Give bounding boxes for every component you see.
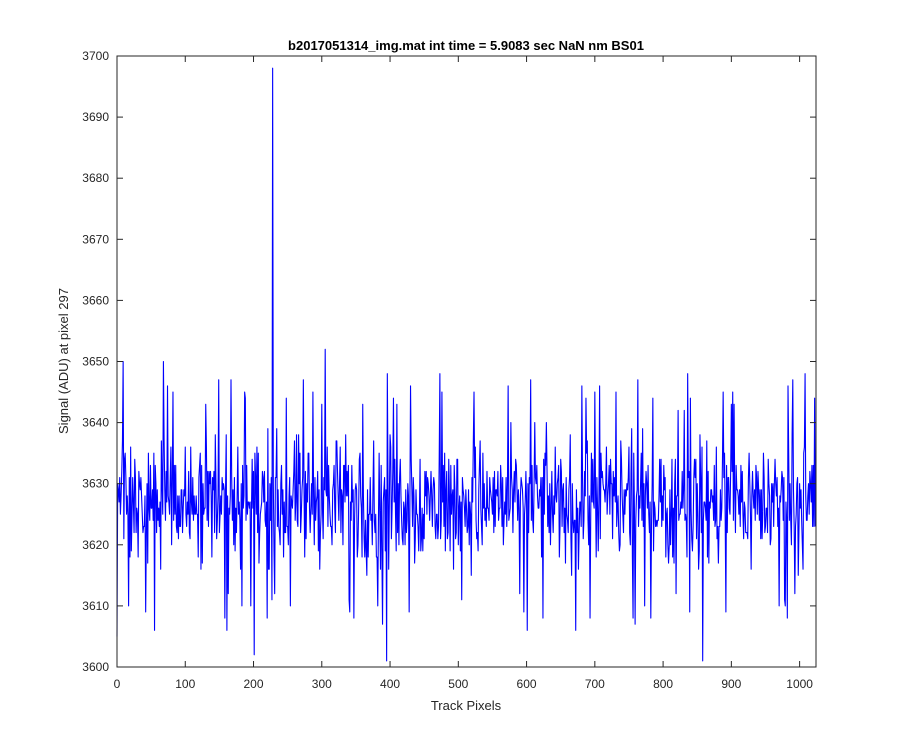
series-line bbox=[116, 67, 816, 662]
x-tick-label: 900 bbox=[721, 677, 741, 691]
y-tick-label: 3700 bbox=[82, 49, 109, 63]
y-tick-label: 3660 bbox=[82, 293, 109, 307]
y-tick-label: 3600 bbox=[82, 660, 109, 674]
x-tick-label: 100 bbox=[175, 677, 195, 691]
x-tick-label: 500 bbox=[448, 677, 468, 691]
x-tick-label: 200 bbox=[244, 677, 264, 691]
x-axis-label: Track Pixels bbox=[431, 698, 502, 713]
y-tick-label: 3670 bbox=[82, 232, 109, 246]
y-tick-label: 3690 bbox=[82, 110, 109, 124]
y-tick-label: 3640 bbox=[82, 416, 109, 430]
x-tick-label: 800 bbox=[653, 677, 673, 691]
y-tick-label: 3680 bbox=[82, 171, 109, 185]
x-tick-label: 700 bbox=[585, 677, 605, 691]
y-tick-label: 3630 bbox=[82, 477, 109, 491]
y-tick-label: 3610 bbox=[82, 599, 109, 613]
chart-title: b2017051314_img.mat int time = 5.9083 se… bbox=[288, 38, 644, 53]
y-tick-label: 3620 bbox=[82, 538, 109, 552]
tick-layer: 0 100 200 300 400 500 600 700 800 900 1000 3600 3610… bbox=[82, 49, 816, 691]
x-tick-label: 400 bbox=[380, 677, 400, 691]
y-tick-label: 3650 bbox=[82, 355, 109, 369]
x-tick-label: 600 bbox=[517, 677, 537, 691]
y-axis-label: Signal (ADU) at pixel 297 bbox=[56, 288, 71, 434]
axes-background bbox=[117, 56, 816, 667]
series-layer bbox=[116, 67, 816, 662]
x-tick-label: 0 bbox=[114, 677, 121, 691]
x-tick-label: 1000 bbox=[786, 677, 813, 691]
x-tick-label: 300 bbox=[312, 677, 332, 691]
